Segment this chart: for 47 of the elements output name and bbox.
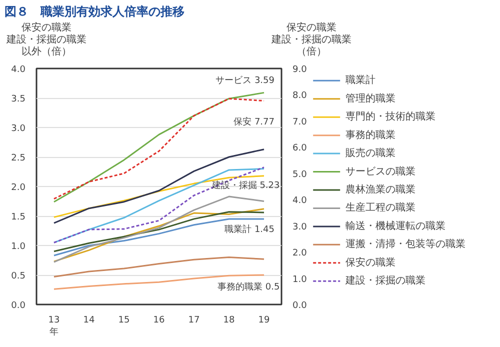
annotation: 事務的職業 0.5 [218,282,280,293]
y2-tick-label: 4.0 [292,196,308,206]
y-tick-label: 1.5 [11,212,26,222]
chart-title: 図８ 職業別有効求人倍率の推移 [4,4,184,18]
line-series [53,274,265,290]
y2-tick-label: 5.0 [292,170,308,180]
x-tick-label: 16 [153,316,165,326]
legend-label: 専門的・技術的職業 [346,110,436,123]
y2-tick-label: 1.0 [292,274,308,285]
x-tick-label: 15 [118,316,130,326]
y2-tick-label: 3.0 [292,222,308,232]
y-axis-title: 保安の職業建設・採掘の職業以外（倍） [6,22,86,58]
x-tick-label: 19 [258,316,270,326]
y-tick-label: 4.0 [11,65,26,75]
x-tick-label: 18 [223,316,235,326]
legend-label: 管理的職業 [346,92,396,104]
y-tick-label: 0.0 [11,301,26,311]
legend-label: 輸送・機械運転の職業 [346,220,446,232]
y2-tick-label: 7.0 [292,117,308,128]
legend-label: 販売の職業 [346,147,396,160]
y-tick-label: 1.0 [11,242,26,252]
legend-label: 事務的職業 [346,128,396,141]
y-tick-label: 3.5 [11,94,26,104]
legend-label: サービスの職業 [346,165,416,178]
y2-axis-title: 保安の職業建設・採掘の職業（倍） [270,22,352,58]
line-series [53,256,265,278]
legend-label: 生産工程の職業 [346,202,416,214]
y2-tick-label: 6.0 [292,144,308,154]
y2-tick-label: 8.0 [292,91,308,102]
y2-tick-label: 0.0 [292,301,308,311]
y2-tick-label: 2.0 [292,248,308,259]
legend-label: 農林漁業の職業 [346,184,416,196]
annotation: 保安 7.77 [234,116,275,128]
y-tick-label: 0.5 [11,272,26,282]
annotation: サービス 3.59 [216,75,275,86]
y-tick-label: 2.0 [11,183,26,193]
legend-label: 保安の職業 [346,256,396,268]
legend-label: 職業計 [346,74,376,86]
annotation: 職業計 1.45 [224,224,275,235]
x-tick-label: 13 年 [48,316,60,338]
y-tick-label: 2.5 [11,154,26,164]
y-tick-label: 3.0 [11,124,26,134]
legend-label: 運搬・清掃・包装等の職業 [346,238,466,250]
legend-label: 建設・採掘の職業 [344,274,426,287]
y2-tick-label: 9.0 [292,65,308,75]
x-tick-label: 17 [188,316,200,326]
x-tick-label: 14 [83,316,95,326]
